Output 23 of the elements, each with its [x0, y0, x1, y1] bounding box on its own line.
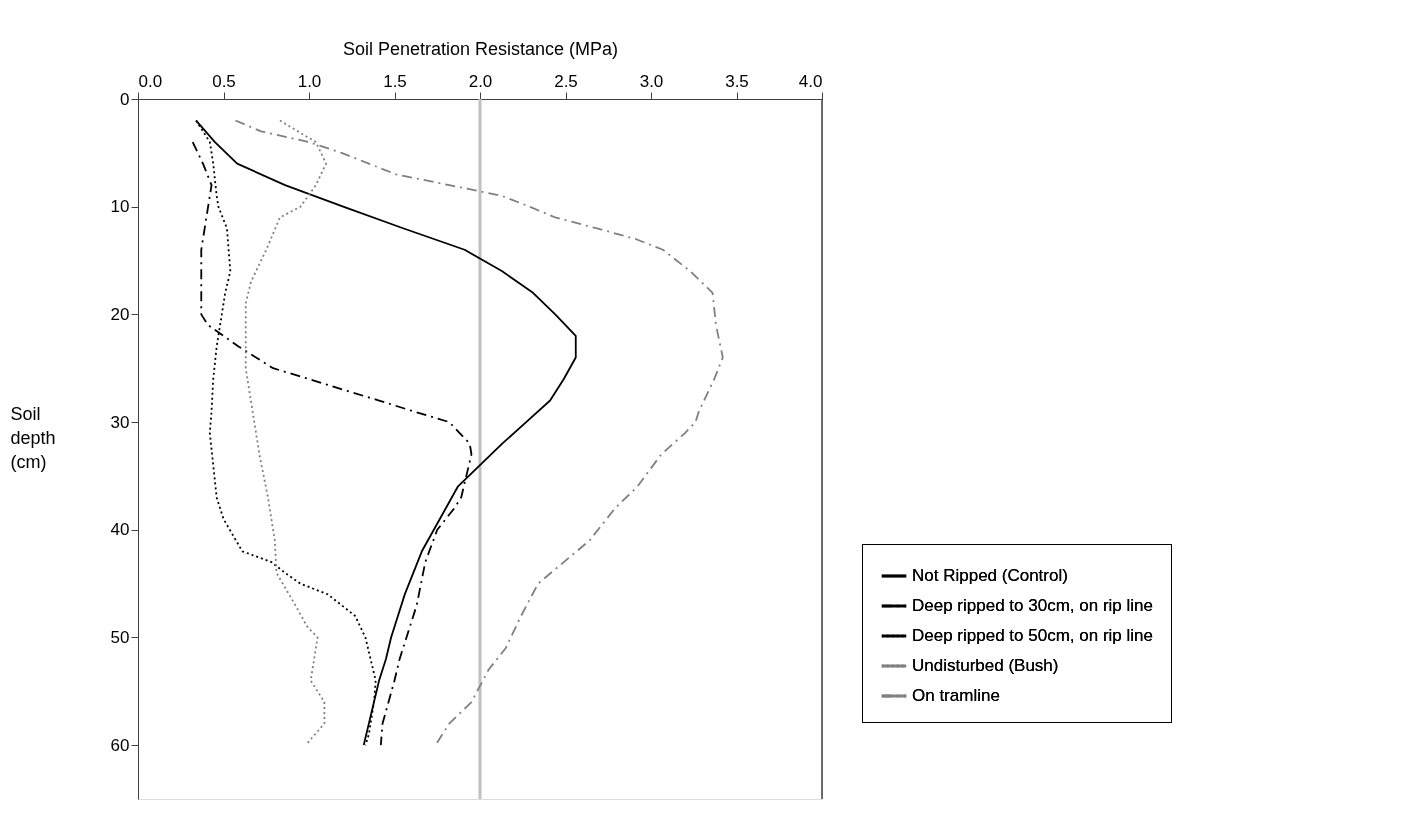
- legend-label: Not Ripped (Control): [912, 566, 1068, 585]
- y-axis-title: Soil depth (cm): [10, 403, 56, 472]
- x-tick-label: 0.5: [212, 71, 236, 91]
- y-tick-label: 0: [120, 89, 130, 109]
- legend-label: Deep ripped to 50cm, on rip line: [912, 626, 1153, 645]
- legend-label: On tramline: [912, 686, 1000, 705]
- y-tick-label: 60: [110, 735, 130, 755]
- x-tick-label: 3.0: [639, 71, 664, 91]
- x-axis-title: Soil Penetration Resistance (MPa): [342, 38, 619, 59]
- x-tick-label: 4.0: [798, 71, 823, 91]
- x-tick-label: 2.0: [468, 71, 493, 91]
- y-tick-label: 50: [110, 627, 130, 647]
- y-tick-label: 20: [110, 304, 130, 324]
- x-tick-label: 0.0: [138, 71, 163, 91]
- x-tick-label: 1.0: [297, 71, 322, 91]
- x-tick-label: 3.5: [725, 71, 749, 91]
- y-tick-label: 40: [110, 520, 130, 540]
- y-tick-label: 30: [110, 412, 130, 432]
- y-tick-label: 10: [110, 197, 130, 217]
- x-tick-label: 1.5: [383, 71, 407, 91]
- legend-label: Deep ripped to 30cm, on rip line: [912, 596, 1153, 615]
- legend-label: Undisturbed (Bush): [912, 656, 1059, 675]
- x-tick-label: 2.5: [554, 71, 578, 91]
